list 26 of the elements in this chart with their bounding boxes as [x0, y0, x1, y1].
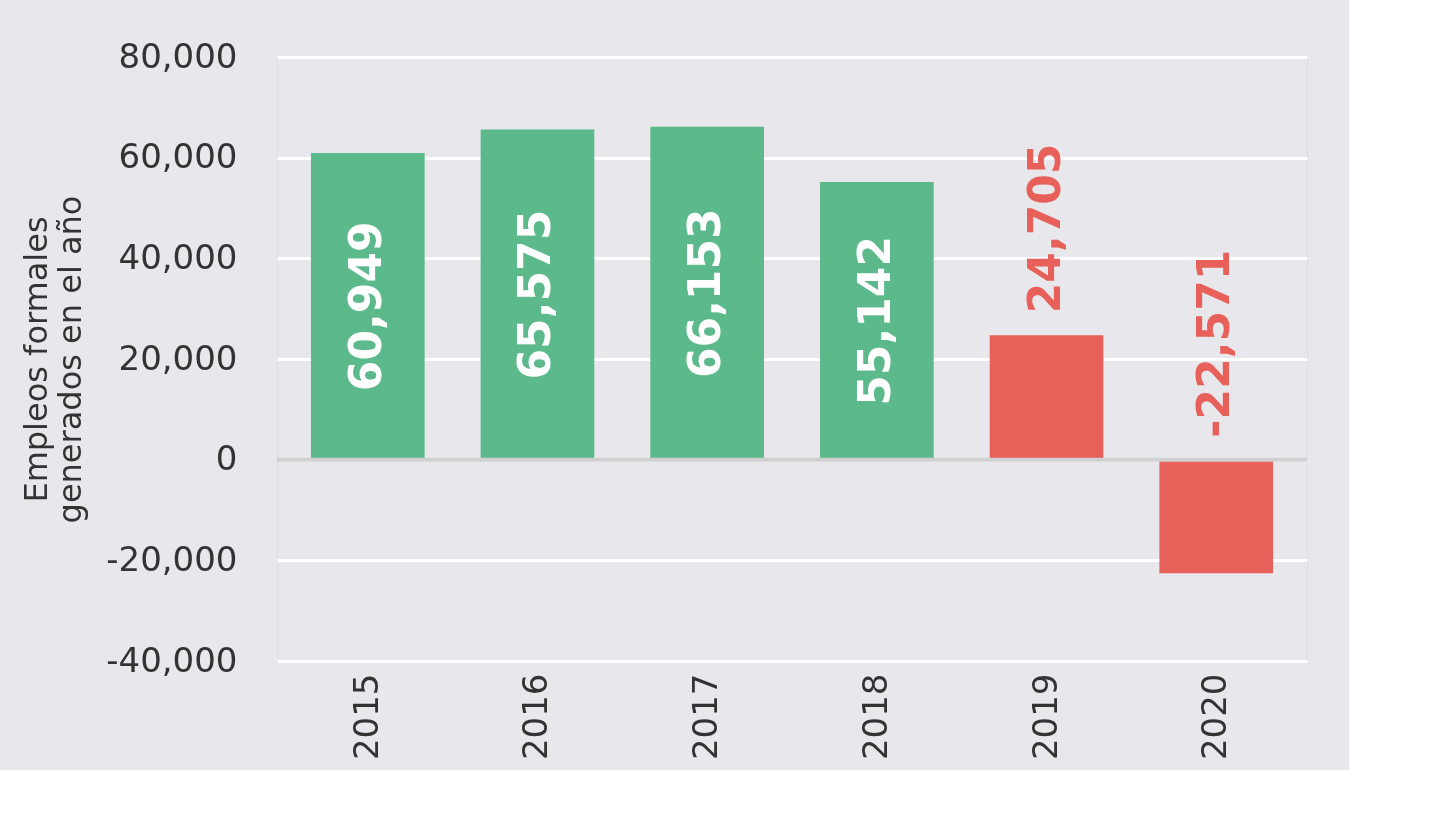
x-tick-label: 2018 — [854, 673, 895, 761]
bar — [650, 126, 764, 460]
x-tick-label: 2019 — [1024, 673, 1065, 761]
bar — [1159, 459, 1274, 574]
y-axis-title: Empleos formales generados en el año — [17, 195, 90, 524]
y-tick-label: -40,000 — [106, 639, 238, 680]
bar — [480, 129, 595, 460]
x-tick-label: 2017 — [685, 673, 726, 761]
bar — [310, 152, 425, 460]
data-label: 55,142 — [848, 235, 900, 406]
y-tick-label: 40,000 — [118, 236, 238, 277]
x-tick-label: 2015 — [345, 673, 386, 761]
x-tick-label: 2020 — [1194, 673, 1235, 761]
y-tick-label: 80,000 — [118, 35, 238, 76]
y-tick-label: 0 — [215, 438, 238, 479]
y-tick-label: -20,000 — [106, 538, 238, 579]
data-label: -22,571 — [1188, 249, 1240, 438]
x-tick-label: 2016 — [515, 673, 556, 761]
data-label: 65,575 — [509, 209, 561, 380]
data-label: 24,705 — [1018, 143, 1070, 314]
bar — [989, 335, 1104, 460]
y-tick-label: 20,000 — [118, 337, 238, 378]
bar — [820, 182, 934, 460]
y-tick-label: 60,000 — [118, 136, 238, 177]
data-label: 66,153 — [679, 208, 731, 379]
data-label: 60,949 — [339, 221, 391, 392]
